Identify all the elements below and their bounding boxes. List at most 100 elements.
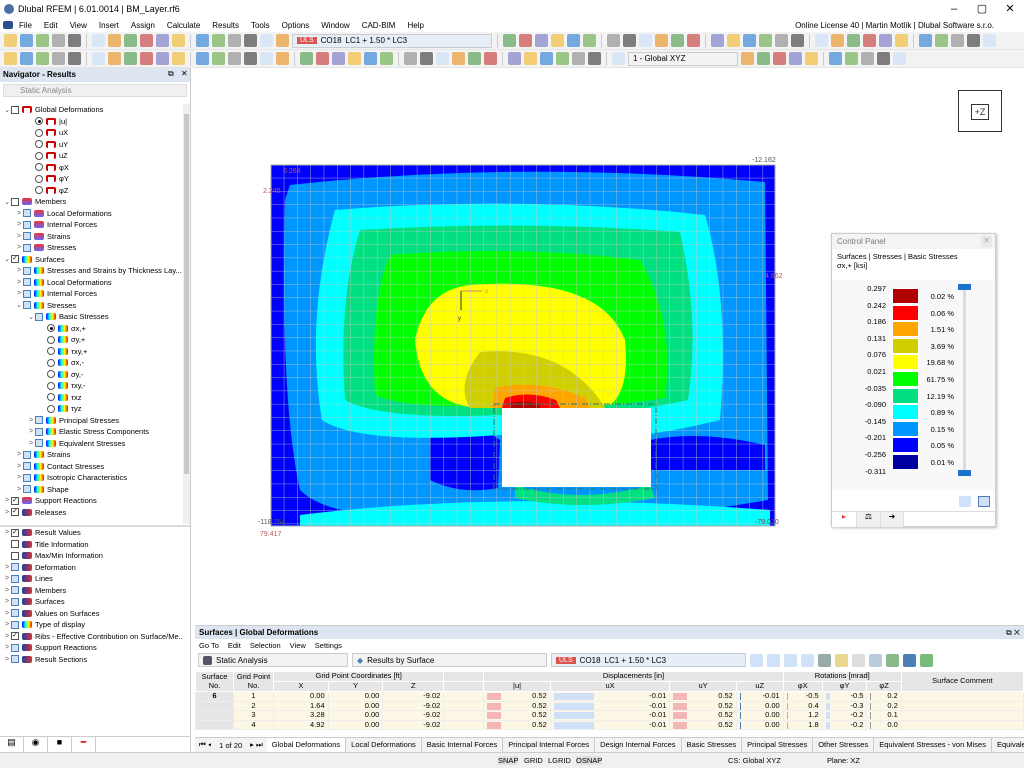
columns-icon[interactable] (835, 653, 848, 667)
toolbar-tool-icon[interactable] (919, 34, 932, 47)
chevron-right-icon[interactable]: > (16, 209, 22, 217)
toolbar-tool-icon[interactable] (468, 52, 481, 65)
toolbar-tool-icon[interactable] (789, 52, 802, 65)
tree-item[interactable]: > Strains (0, 449, 183, 461)
menu-window[interactable]: Window (321, 20, 350, 30)
checkbox[interactable] (23, 266, 31, 275)
toolbar-tool-icon[interactable] (124, 34, 137, 47)
toolbar-tool-icon[interactable] (759, 34, 772, 47)
toolbar-tool-icon[interactable] (567, 34, 580, 47)
close-navigator-icon[interactable]: ✕ (181, 69, 188, 78)
checkbox[interactable]: ✓ (11, 508, 19, 517)
radio-button[interactable] (47, 393, 55, 402)
values-display-icon[interactable] (801, 653, 814, 667)
toolbar-tool-icon[interactable] (420, 52, 433, 65)
table-tab[interactable]: Basic Internal Forces (422, 738, 504, 752)
chevron-right-icon[interactable]: > (16, 244, 22, 252)
checkbox[interactable]: ✓ (11, 496, 19, 505)
toolbar-tool-icon[interactable] (332, 52, 345, 65)
toolbar-tool-icon[interactable] (711, 34, 724, 47)
chevron-right-icon[interactable]: > (16, 451, 22, 459)
color-scale-tab-icon[interactable]: ▸ (832, 512, 856, 527)
toolbar-tool-icon[interactable] (212, 34, 225, 47)
tree-item[interactable]: > Deformation (0, 562, 183, 574)
toolbar-tool-icon[interactable] (36, 52, 49, 65)
legend-slider-track[interactable] (963, 286, 966, 476)
toolbar-tool-icon[interactable] (967, 34, 980, 47)
toolbar-tool-icon[interactable] (845, 52, 858, 65)
radio-button[interactable] (47, 370, 55, 379)
table-panel-controls[interactable]: ⧉ ✕ (1005, 628, 1020, 637)
table-row[interactable]: 4 4.92 0.00 -9.02 0.52 -0.01 0.52 0.00 1.8 -0.2 0.… (195, 719, 1024, 730)
table-row[interactable]: 6 1 0.00 0.00 -9.02 0.52 -0.01 0.52 -0.01 -0.5 -0.… (195, 691, 1024, 702)
checkbox[interactable] (23, 232, 31, 241)
menu-insert[interactable]: Insert (98, 20, 119, 30)
toolbar-tool-icon[interactable] (316, 52, 329, 65)
toolbar-tool-icon[interactable] (20, 34, 33, 47)
menu-help[interactable]: Help (407, 20, 424, 30)
menu-edit[interactable]: Edit (43, 20, 58, 30)
app-menu-icon[interactable] (3, 21, 13, 29)
tree-item[interactable]: > Type of display (0, 619, 183, 631)
osnap-toggle[interactable]: OSNAP (576, 756, 603, 765)
radio-button[interactable] (47, 381, 55, 390)
toolbar-tool-icon[interactable] (108, 52, 121, 65)
tree-item[interactable]: > ✓ Result Values (0, 527, 183, 539)
close-button[interactable]: ✕ (1005, 3, 1015, 15)
toolbar-tool-icon[interactable] (212, 52, 225, 65)
tree-item[interactable]: > Internal Forces (0, 219, 183, 231)
chevron-right-icon[interactable]: > (4, 575, 10, 583)
table-tab[interactable]: Basic Stresses (682, 738, 743, 752)
checkbox[interactable] (35, 312, 43, 321)
tree-item[interactable]: > ✓ Ribs - Effective Contribution on Surfa… (0, 631, 183, 643)
chevron-down-icon[interactable]: ⌄ (16, 302, 22, 310)
tree-item[interactable]: τxy,+ (0, 346, 183, 358)
tree-item[interactable]: > Local Deformations (0, 208, 183, 220)
legend-slider-max-handle[interactable] (958, 284, 971, 290)
toolbar-tool-icon[interactable] (524, 52, 537, 65)
toolbar-tool-icon[interactable] (775, 34, 788, 47)
legend-slider-min-handle[interactable] (958, 470, 971, 476)
toolbar-tool-icon[interactable] (607, 34, 620, 47)
toolbar-tool-icon[interactable] (404, 52, 417, 65)
toolbar-tool-icon[interactable] (503, 34, 516, 47)
toolbar-tool-icon[interactable] (68, 52, 81, 65)
toolbar-tool-icon[interactable] (52, 34, 65, 47)
toolbar-tool-icon[interactable] (815, 34, 828, 47)
first-page-icon[interactable]: ⏮ ◂ (199, 740, 212, 749)
toolbar-tool-icon[interactable] (244, 34, 257, 47)
radio-button[interactable] (47, 324, 55, 333)
tree-item[interactable]: σy,- (0, 369, 183, 381)
tree-item[interactable]: Title Information (0, 539, 183, 551)
table-row[interactable]: 2 1.64 0.00 -9.02 0.52 -0.01 0.52 0.00 0.4 -0.3 0.… (195, 700, 1024, 711)
tree-item[interactable]: > Stresses and Strains by Thickness Lay..… (0, 265, 183, 277)
toolbar-tool-icon[interactable] (196, 34, 209, 47)
tree-item[interactable]: > Result Sections (0, 654, 183, 666)
table-combo-select[interactable]: ULS CO18 LC1 + 1.50 * LC3 (551, 653, 746, 667)
menu-tools[interactable]: Tools (250, 20, 270, 30)
radio-button[interactable] (47, 335, 55, 344)
checkbox[interactable] (23, 209, 31, 218)
checkbox[interactable] (11, 586, 19, 595)
tree-item[interactable]: > Shape (0, 484, 183, 496)
tree-item[interactable]: uY (0, 139, 183, 151)
rows-icon[interactable] (852, 653, 865, 667)
toolbar-tool-icon[interactable] (727, 34, 740, 47)
legend-settings-icon[interactable] (978, 496, 990, 507)
table-tab[interactable]: Principal Stresses (742, 738, 814, 752)
chevron-right-icon[interactable]: > (28, 439, 34, 447)
checkbox[interactable] (11, 574, 19, 583)
float-icon[interactable]: ⧉ (168, 69, 174, 78)
tree-item[interactable]: > Isotropic Characteristics (0, 472, 183, 484)
radio-button[interactable] (35, 151, 43, 160)
chevron-right-icon[interactable]: > (16, 462, 22, 470)
checkbox[interactable] (23, 450, 31, 459)
toolbar-tool-icon[interactable] (508, 52, 521, 65)
toolbar-tool-icon[interactable] (260, 34, 273, 47)
tree-item[interactable]: Max/Min Information (0, 550, 183, 562)
radio-button[interactable] (35, 163, 43, 172)
chevron-right-icon[interactable]: > (4, 644, 10, 652)
chevron-right-icon[interactable]: > (4, 632, 10, 640)
toolbar-tool-icon[interactable] (380, 52, 393, 65)
tree-item[interactable]: φX (0, 162, 183, 174)
